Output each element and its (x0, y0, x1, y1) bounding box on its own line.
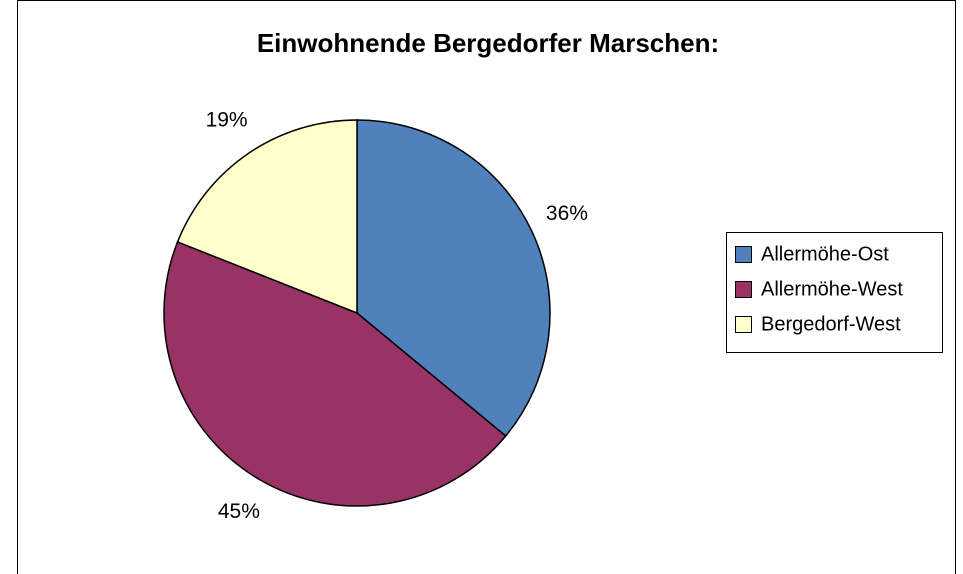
data-label: 19% (206, 109, 248, 132)
data-label: 45% (218, 500, 260, 523)
legend-label: Allermöhe-West (761, 278, 903, 300)
legend-swatch (735, 316, 752, 333)
pie-slice (356, 119, 551, 438)
legend-label: Allermöhe-Ost (761, 243, 889, 265)
pie-slice (176, 119, 358, 315)
legend-label: Bergedorf-West (761, 313, 901, 335)
legend-box (726, 232, 943, 353)
data-label: 36% (546, 202, 588, 225)
chart-title: Einwohnende Bergedorfer Marschen: (257, 28, 719, 58)
pie-slice (163, 240, 507, 507)
legend-swatch (735, 246, 752, 263)
legend-swatch (735, 281, 752, 298)
